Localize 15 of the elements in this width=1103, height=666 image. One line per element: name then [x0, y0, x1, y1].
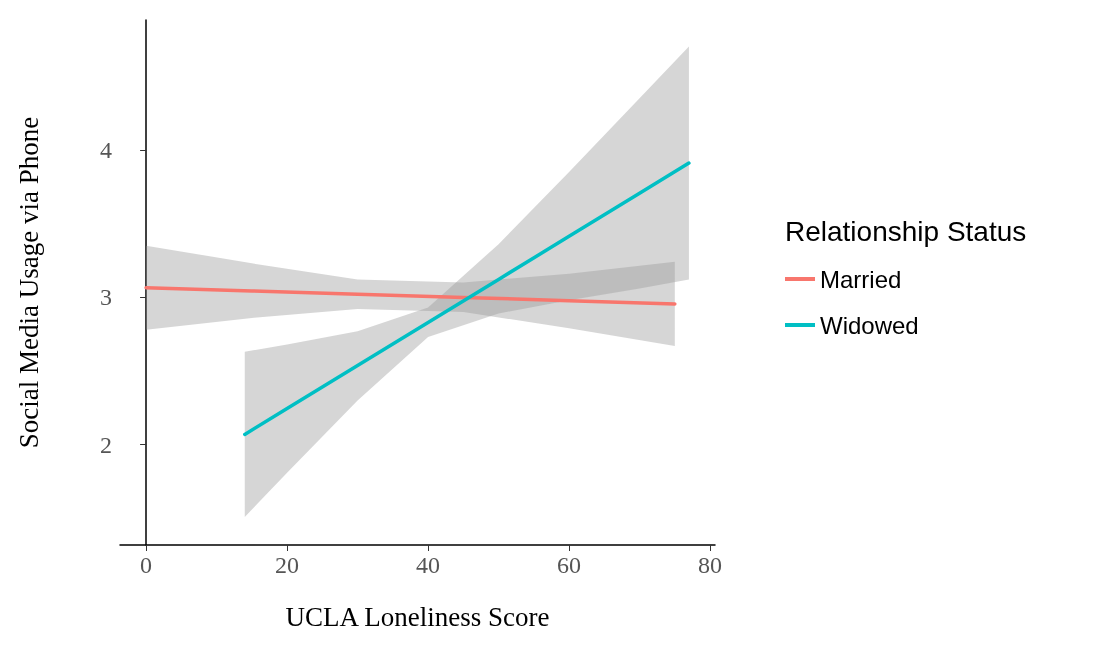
y-tick-label: 3 [100, 284, 112, 311]
legend-title: Relationship Status [785, 215, 1027, 247]
x-tick-label: 0 [140, 552, 153, 578]
y-tick-label: 2 [100, 431, 112, 458]
x-axis-title: UCLA Loneliness Score [285, 601, 550, 632]
x-tick-label: 80 [698, 552, 723, 578]
line-series [243, 161, 691, 437]
y-axis-title: Social Media Usage via Phone [13, 116, 44, 449]
x-tick-label: 40 [416, 552, 441, 578]
x-tick-label: 60 [557, 552, 582, 578]
line-series [144, 285, 677, 306]
legend-label: Married [820, 265, 902, 293]
x-tick-label: 20 [275, 552, 300, 578]
y-tick-label: 4 [100, 136, 112, 163]
legend-label: Widowed [820, 311, 919, 339]
